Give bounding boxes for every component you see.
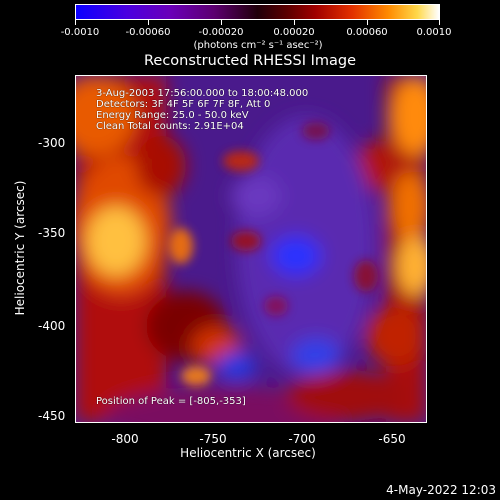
x-tick-label: -800 [111,432,139,446]
colorbar-tick-label: -0.0010 [60,27,100,38]
colorbar-tick [148,20,149,25]
colorbar-tick-label: 0.00060 [346,27,388,38]
rhessi-image: 3-Aug-2003 17:56:00.000 to 18:00:48.000 … [75,75,427,423]
colorbar-tick-label: -0.00060 [125,27,171,38]
x-tick-label: -650 [378,432,406,446]
plot-title: Reconstructed RHESSI Image [143,53,357,69]
colorbar [75,4,440,20]
y-axis-label: Heliocentric Y (arcsec) [13,180,27,316]
colorbar-tick [75,20,76,25]
reconstructed-image-map [76,76,426,422]
time-range-text: 3-Aug-2003 17:56:00.000 to 18:00:48.000 [96,88,309,99]
y-tick-label: -350 [38,226,66,240]
detectors-text: Detectors: 3F 4F 5F 6F 7F 8F, Att 0 [96,99,271,110]
colorbar-tick [294,20,295,25]
y-tick-label: -400 [38,319,66,333]
y-tick-label: -450 [38,409,66,423]
x-tick-label: -750 [199,432,227,446]
colorbar-tick [367,20,368,25]
y-tick-label: -300 [38,136,66,150]
colorbar-tick [221,20,222,25]
colorbar-tick-label: -0.00020 [198,27,244,38]
colorbar-tick-label: 0.00020 [273,27,315,38]
colorbar-tick [439,20,440,25]
energy-range-text: Energy Range: 25.0 - 50.0 keV [96,110,249,121]
peak-position-text: Position of Peak = [-805,-353] [96,396,246,407]
timestamp: 4-May-2022 12:03 [386,483,496,497]
colorbar-tick-label: 0.0010 [416,27,452,38]
x-axis-label: Heliocentric X (arcsec) [180,446,316,460]
method-counts-text: Clean Total counts: 2.91E+04 [96,121,244,132]
x-tick-label: -700 [288,432,316,446]
colorbar-units: (photons cm⁻² s⁻¹ asec⁻²) [193,40,323,51]
